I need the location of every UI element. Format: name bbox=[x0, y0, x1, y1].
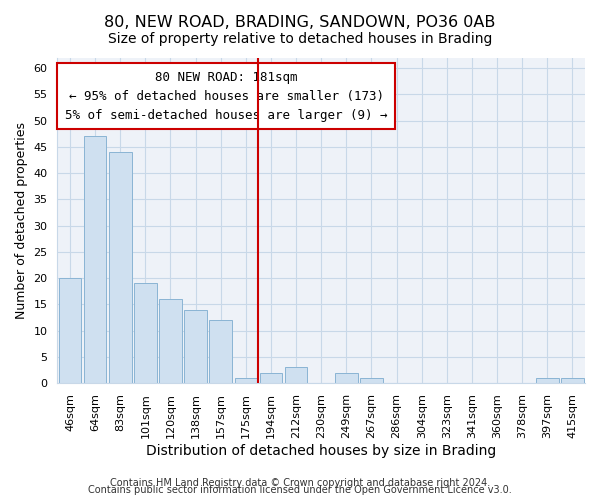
Bar bbox=[285, 368, 307, 383]
Bar bbox=[561, 378, 584, 383]
Bar bbox=[84, 136, 106, 383]
Text: Contains public sector information licensed under the Open Government Licence v3: Contains public sector information licen… bbox=[88, 485, 512, 495]
Bar bbox=[159, 299, 182, 383]
Bar bbox=[360, 378, 383, 383]
Bar bbox=[260, 372, 282, 383]
Bar bbox=[134, 284, 157, 383]
Bar bbox=[59, 278, 81, 383]
Bar bbox=[109, 152, 131, 383]
Text: 80 NEW ROAD: 181sqm
← 95% of detached houses are smaller (173)
5% of semi-detach: 80 NEW ROAD: 181sqm ← 95% of detached ho… bbox=[65, 70, 388, 122]
Bar bbox=[184, 310, 207, 383]
Text: Size of property relative to detached houses in Brading: Size of property relative to detached ho… bbox=[108, 32, 492, 46]
Bar bbox=[235, 378, 257, 383]
X-axis label: Distribution of detached houses by size in Brading: Distribution of detached houses by size … bbox=[146, 444, 496, 458]
Bar bbox=[335, 372, 358, 383]
Y-axis label: Number of detached properties: Number of detached properties bbox=[15, 122, 28, 319]
Bar bbox=[536, 378, 559, 383]
Bar bbox=[209, 320, 232, 383]
Text: Contains HM Land Registry data © Crown copyright and database right 2024.: Contains HM Land Registry data © Crown c… bbox=[110, 478, 490, 488]
Text: 80, NEW ROAD, BRADING, SANDOWN, PO36 0AB: 80, NEW ROAD, BRADING, SANDOWN, PO36 0AB bbox=[104, 15, 496, 30]
